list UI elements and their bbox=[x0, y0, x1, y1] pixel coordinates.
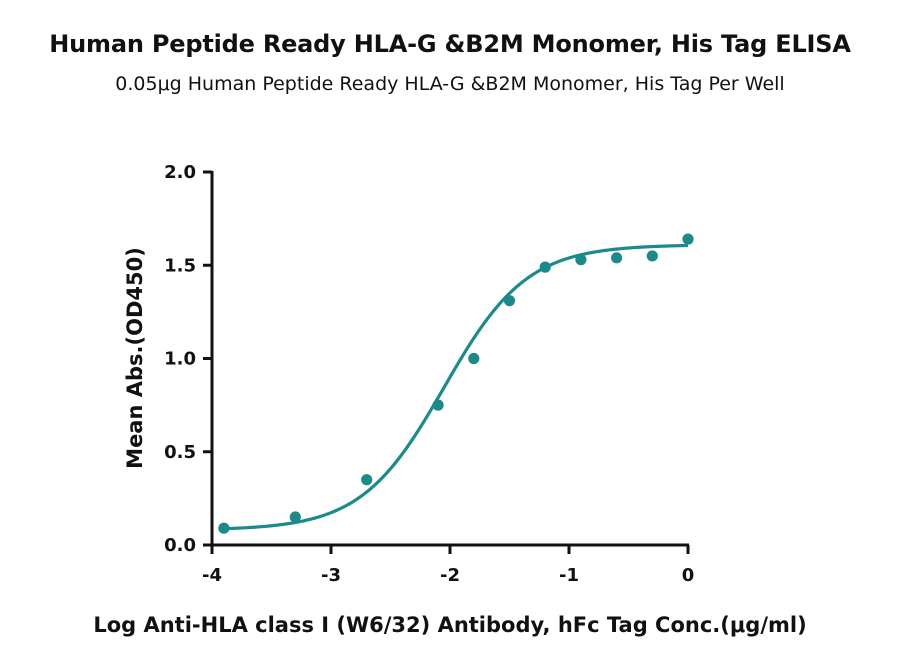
chart-subtitle: 0.05μg Human Peptide Ready HLA-G &B2M Mo… bbox=[115, 73, 785, 95]
data-points-layer bbox=[218, 233, 694, 534]
x-tick-label: -3 bbox=[321, 565, 341, 586]
y-tick-label: 0.5 bbox=[164, 442, 196, 463]
x-tick-label: 0 bbox=[682, 565, 695, 586]
x-tick-label: -4 bbox=[202, 565, 222, 586]
data-point bbox=[611, 252, 623, 264]
y-axis-label: Mean Abs.(OD450) bbox=[123, 247, 147, 469]
data-point bbox=[503, 295, 516, 307]
y-tick-label: 1.5 bbox=[164, 255, 196, 276]
fit-curve-layer bbox=[223, 243, 689, 531]
y-tick-label: 2.0 bbox=[164, 162, 196, 183]
data-point bbox=[432, 399, 444, 411]
y-tick-label: 0.0 bbox=[164, 535, 196, 556]
data-point bbox=[682, 233, 694, 245]
data-point bbox=[539, 261, 551, 273]
data-point bbox=[575, 254, 587, 266]
data-point bbox=[361, 474, 373, 486]
axes: 0.0 0.5 1.0 1.5 2.0 -4 -3 -2 -1 0 bbox=[164, 162, 694, 586]
data-point bbox=[218, 522, 230, 534]
data-point bbox=[289, 511, 301, 523]
data-point bbox=[646, 250, 658, 262]
chart-title: Human Peptide Ready HLA-G &B2M Monomer, … bbox=[49, 30, 851, 58]
data-point bbox=[468, 352, 480, 365]
x-axis-label: Log Anti-HLA class I (W6/32) Antibody, h… bbox=[93, 613, 806, 637]
fit-curve bbox=[223, 243, 689, 531]
y-tick-label: 1.0 bbox=[164, 349, 196, 370]
x-tick-label: -2 bbox=[440, 565, 460, 586]
x-tick-label: -1 bbox=[559, 565, 579, 586]
